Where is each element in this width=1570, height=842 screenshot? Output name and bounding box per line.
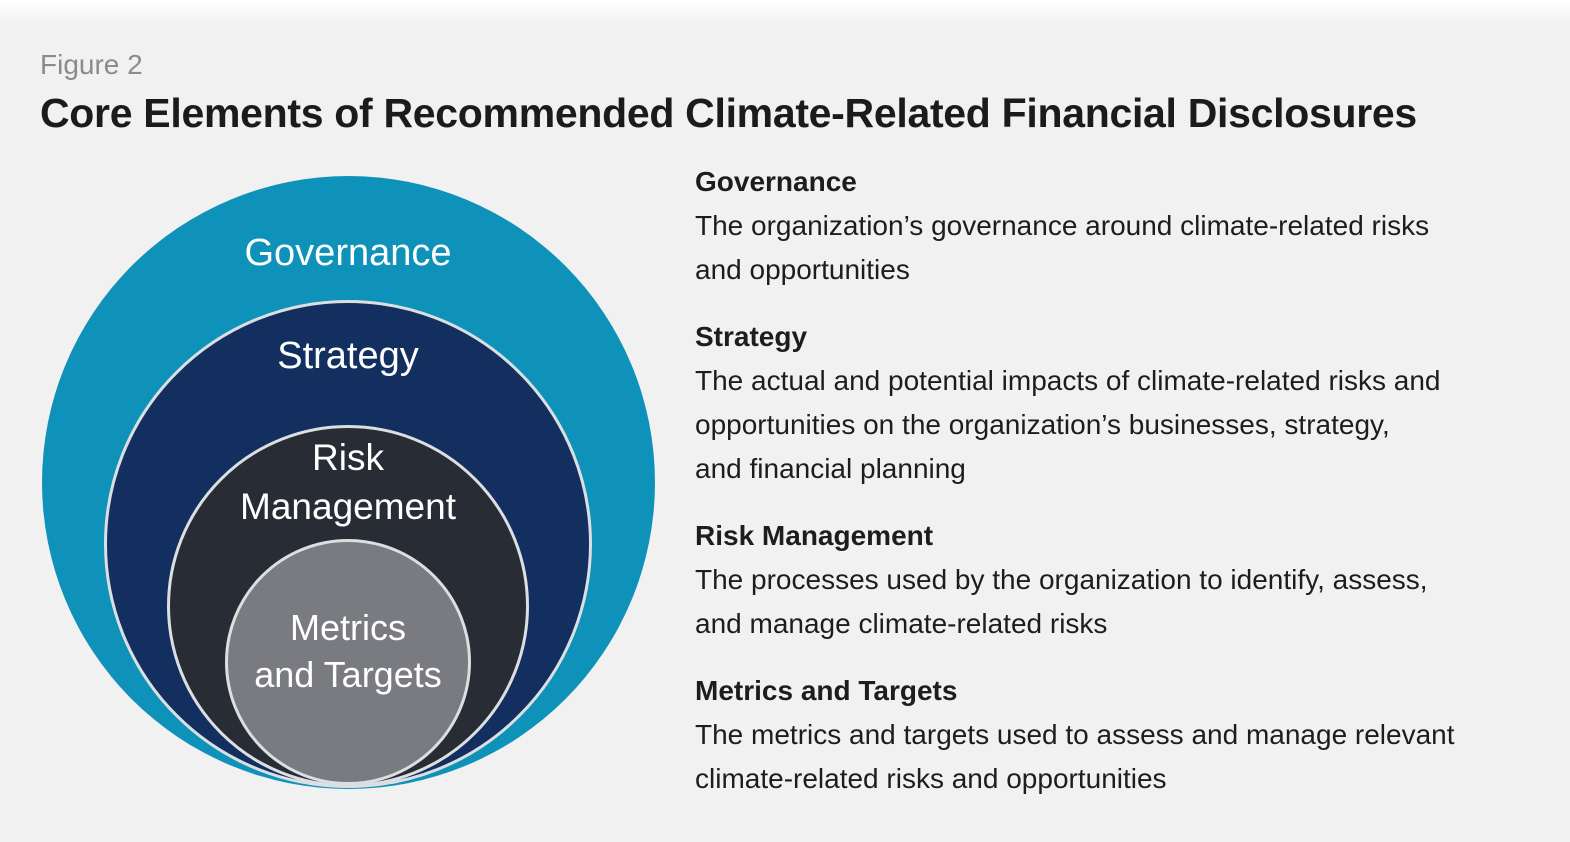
metrics-targets-description-heading: Metrics and Targets xyxy=(695,675,958,706)
strategy-description: Strategy The actual and potential impact… xyxy=(695,315,1561,491)
governance-description-body: The organization’s governance around cli… xyxy=(695,210,1430,285)
risk-management-description-heading: Risk Management xyxy=(695,520,934,551)
figure-number-label: Figure 2 xyxy=(40,49,143,80)
figure-title: Core Elements of Recommended Climate-Rel… xyxy=(40,90,1417,136)
governance-description: Governance The organization’s governance… xyxy=(695,160,1561,292)
risk-management-circle-label: Risk Management xyxy=(240,437,456,527)
strategy-circle-label: Strategy xyxy=(277,335,419,377)
metrics-targets-description: Metrics and Targets The metrics and targ… xyxy=(695,669,1561,801)
governance-circle-label: Governance xyxy=(244,232,452,274)
descriptions-column: Governance The organization’s governance… xyxy=(695,160,1561,824)
risk-management-description-body: The processes used by the organization t… xyxy=(695,564,1428,639)
governance-description-heading: Governance xyxy=(695,166,857,197)
strategy-description-heading: Strategy xyxy=(695,321,808,352)
metrics-targets-circle xyxy=(225,539,471,785)
metrics-targets-circle-label: Metrics and Targets xyxy=(254,607,442,695)
strategy-description-body: The actual and potential impacts of clim… xyxy=(695,365,1441,484)
risk-management-description: Risk Management The processes used by th… xyxy=(695,514,1561,646)
metrics-targets-description-body: The metrics and targets used to assess a… xyxy=(695,719,1455,794)
